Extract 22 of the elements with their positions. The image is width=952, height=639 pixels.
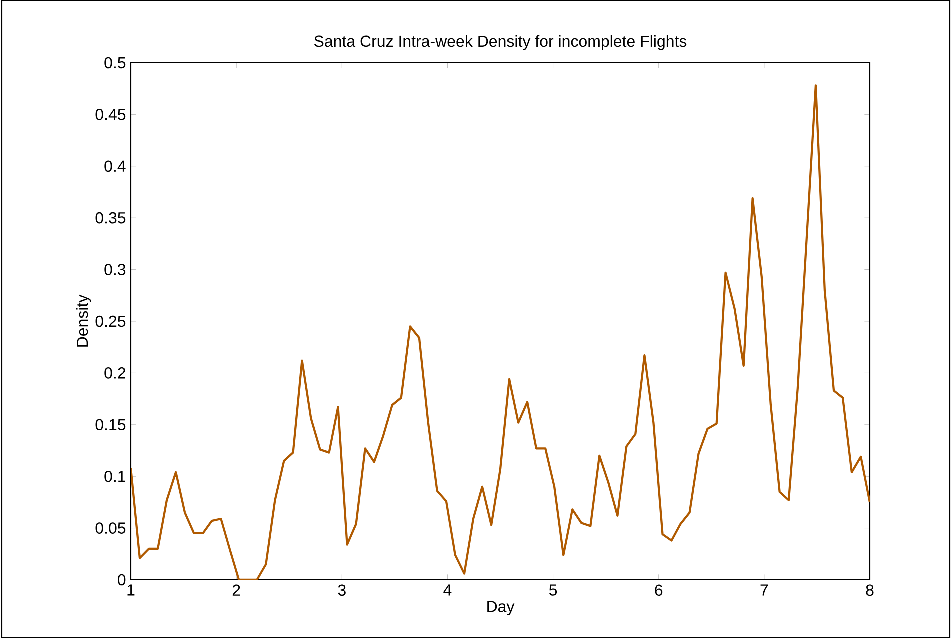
x-tick-label: 6 <box>655 584 663 596</box>
x-tick-label: 1 <box>128 584 135 596</box>
y-axis-title: Density <box>76 294 92 347</box>
x-tick-label: 5 <box>549 584 558 596</box>
y-tick-label: 0.45 <box>96 109 126 120</box>
y-tick-label: 0.2 <box>104 368 126 379</box>
y-tick-label: 0 <box>118 574 126 586</box>
y-tick-label: 0.3 <box>104 264 126 276</box>
y-tick-label: 0.15 <box>96 419 126 431</box>
y-tick-label: 0.35 <box>96 212 126 224</box>
chart-title: Santa Cruz Intra-week Density for incomplete Flights <box>314 35 687 50</box>
x-axis-title: Day <box>488 601 515 616</box>
x-tick-label: 4 <box>444 584 452 596</box>
x-tick-label: 8 <box>866 584 874 596</box>
y-tick-label: 0.25 <box>96 316 126 328</box>
x-tick-label: 3 <box>338 584 346 596</box>
y-tick-label: 0.5 <box>104 57 126 69</box>
x-tick-label: 7 <box>760 584 768 596</box>
y-tick-label: 0.05 <box>96 522 126 534</box>
y-tick-label: 0.4 <box>104 160 126 172</box>
y-tick-label: 0.1 <box>104 470 126 482</box>
x-tick-label: 2 <box>232 584 240 596</box>
